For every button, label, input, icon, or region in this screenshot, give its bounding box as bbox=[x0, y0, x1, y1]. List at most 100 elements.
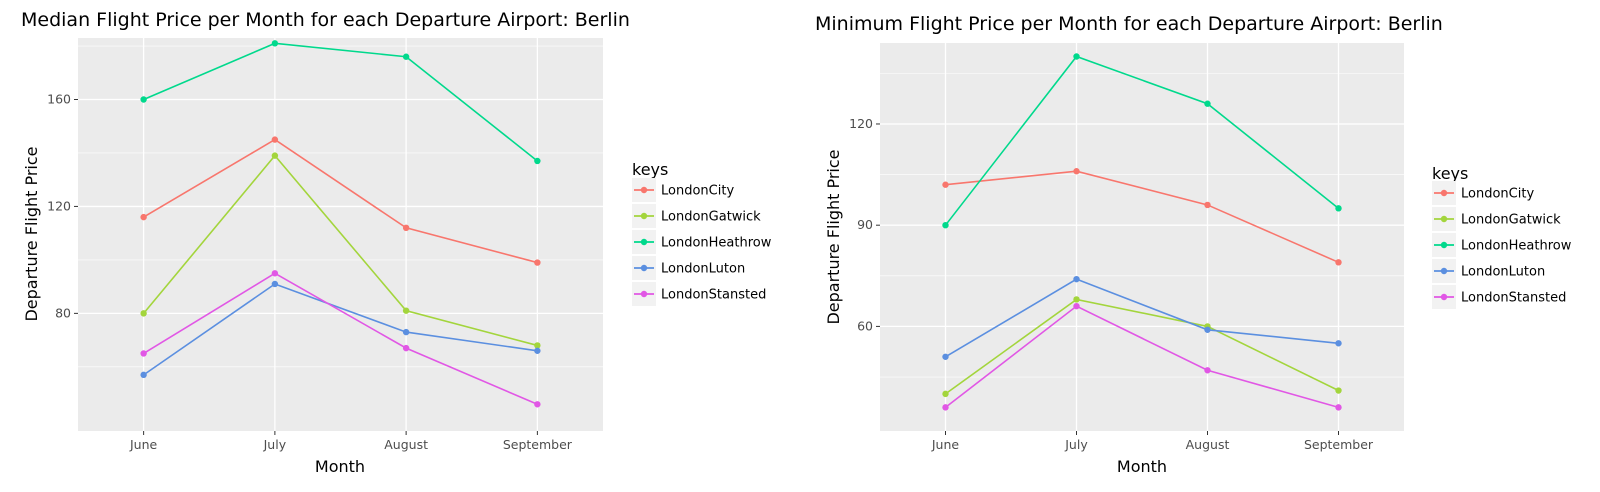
data-point-LondonHeathrow bbox=[942, 221, 949, 229]
grid-lines bbox=[78, 38, 603, 431]
x-tick-label: August bbox=[1186, 437, 1230, 452]
series-layer bbox=[942, 53, 1342, 411]
data-point-LondonStansted bbox=[402, 344, 410, 352]
series-line-LondonCity bbox=[945, 170, 1339, 264]
legend-key-point bbox=[640, 212, 648, 220]
x-axis-ticks: June July August September bbox=[129, 431, 573, 452]
legend-key-point bbox=[640, 186, 648, 194]
series-layer bbox=[140, 40, 541, 408]
series-line-LondonHeathrow bbox=[143, 42, 538, 162]
legend-label: LondonGatwick bbox=[661, 210, 761, 225]
legend-key-point bbox=[1440, 189, 1448, 197]
data-point-LondonGatwick bbox=[402, 307, 410, 314]
legend-key-point bbox=[640, 290, 648, 298]
x-tick-label: July bbox=[263, 437, 287, 452]
legend: keys LondonCity LondonGatwick LondonHeathr… bbox=[632, 160, 772, 306]
data-point-LondonStansted bbox=[271, 270, 279, 277]
legend-title: keys bbox=[1432, 164, 1468, 183]
data-point-LondonStansted bbox=[942, 404, 949, 411]
y-axis-ticks: 80 120 160 bbox=[47, 91, 78, 320]
data-point-LondonLuton bbox=[1335, 340, 1342, 347]
data-point-LondonLuton bbox=[534, 347, 541, 354]
x-axis-title: Month bbox=[315, 457, 365, 476]
data-point-LondonGatwick bbox=[1335, 387, 1342, 394]
chart-minimum: Minimum Flight Price per Month for each … bbox=[815, 13, 1572, 476]
chart-title: Median Flight Price per Month for each D… bbox=[21, 9, 630, 31]
x-tick-label: September bbox=[503, 437, 573, 452]
y-tick-label: 90 bbox=[857, 217, 873, 232]
x-tick-label: September bbox=[1304, 437, 1374, 452]
y-tick-label: 120 bbox=[849, 116, 873, 131]
data-point-LondonLuton bbox=[271, 280, 279, 288]
data-point-LondonCity bbox=[1335, 259, 1342, 266]
series-line-LondonLuton bbox=[945, 278, 1339, 358]
y-axis-title: Departure Flight Price bbox=[824, 149, 843, 324]
series-line-LondonLuton bbox=[143, 283, 538, 376]
legend-label: LondonLuton bbox=[661, 262, 745, 277]
x-axis-ticks: June July August September bbox=[931, 431, 1374, 452]
data-point-LondonGatwick bbox=[140, 310, 147, 317]
data-point-LondonCity bbox=[1204, 201, 1211, 209]
series-line-LondonStansted bbox=[143, 272, 538, 406]
grid-lines bbox=[880, 43, 1404, 431]
data-point-LondonStansted bbox=[1335, 404, 1342, 411]
data-point-LondonHeathrow bbox=[1335, 205, 1342, 212]
data-point-LondonHeathrow bbox=[140, 96, 147, 103]
data-point-LondonStansted bbox=[1204, 367, 1211, 374]
legend-key-point bbox=[1440, 241, 1448, 249]
chart-title: Minimum Flight Price per Month for each … bbox=[815, 13, 1443, 35]
legend-label: LondonLuton bbox=[1461, 265, 1545, 280]
series-line-LondonStansted bbox=[945, 305, 1339, 409]
data-point-LondonHeathrow bbox=[1204, 100, 1211, 107]
data-point-LondonCity bbox=[534, 259, 541, 266]
data-point-LondonLuton bbox=[402, 328, 410, 336]
x-tick-label: June bbox=[931, 437, 960, 452]
series-line-LondonCity bbox=[143, 138, 538, 264]
legend-key-point bbox=[640, 238, 648, 246]
y-axis-ticks: 60 90 120 bbox=[849, 116, 880, 333]
data-point-LondonStansted bbox=[140, 350, 147, 357]
y-tick-label: 80 bbox=[55, 305, 71, 320]
data-point-LondonHeathrow bbox=[271, 40, 279, 47]
data-point-LondonCity bbox=[140, 213, 147, 221]
series-line-LondonGatwick bbox=[143, 154, 538, 347]
data-point-LondonHeathrow bbox=[402, 53, 410, 60]
data-point-LondonHeathrow bbox=[1073, 53, 1080, 60]
y-tick-label: 160 bbox=[47, 91, 71, 106]
x-tick-label: June bbox=[129, 437, 158, 452]
y-tick-label: 120 bbox=[47, 198, 71, 213]
plot-panel bbox=[880, 43, 1404, 431]
legend-label: LondonStansted bbox=[661, 288, 766, 303]
series-line-LondonHeathrow bbox=[944, 55, 1339, 226]
data-point-LondonCity bbox=[942, 181, 949, 188]
legend-key-point bbox=[1440, 267, 1448, 275]
data-point-LondonCity bbox=[271, 136, 279, 143]
data-point-LondonLuton bbox=[942, 353, 949, 360]
data-point-LondonStansted bbox=[1073, 302, 1080, 310]
data-point-LondonCity bbox=[402, 224, 410, 232]
plot-panel bbox=[78, 38, 603, 431]
legend-title: keys bbox=[632, 160, 668, 179]
data-point-LondonGatwick bbox=[271, 152, 279, 159]
x-tick-label: August bbox=[384, 437, 428, 452]
legend-label: LondonStansted bbox=[1461, 291, 1566, 306]
data-point-LondonLuton bbox=[1073, 275, 1080, 283]
y-axis-title: Departure Flight Price bbox=[22, 146, 41, 321]
legend-label: LondonHeathrow bbox=[661, 236, 772, 251]
legend-key-point bbox=[640, 264, 648, 272]
data-point-LondonLuton bbox=[140, 371, 147, 379]
data-point-LondonCity bbox=[1073, 168, 1080, 175]
data-point-LondonHeathrow bbox=[534, 157, 541, 165]
data-point-LondonGatwick bbox=[534, 342, 541, 349]
data-point-LondonGatwick bbox=[1073, 296, 1080, 303]
legend: keys LondonCity LondonGatwick LondonHeathr… bbox=[1432, 164, 1572, 309]
legend-key-point bbox=[1440, 293, 1448, 301]
legend-label: LondonGatwick bbox=[1461, 213, 1561, 228]
data-point-LondonGatwick bbox=[942, 390, 949, 398]
y-tick-label: 60 bbox=[857, 318, 873, 333]
chart-median: Median Flight Price per Month for each D… bbox=[21, 9, 772, 476]
x-tick-label: July bbox=[1064, 437, 1088, 452]
legend-label: LondonHeathrow bbox=[1461, 239, 1572, 254]
x-axis-title: Month bbox=[1117, 457, 1167, 476]
legend-label: LondonCity bbox=[661, 184, 734, 199]
